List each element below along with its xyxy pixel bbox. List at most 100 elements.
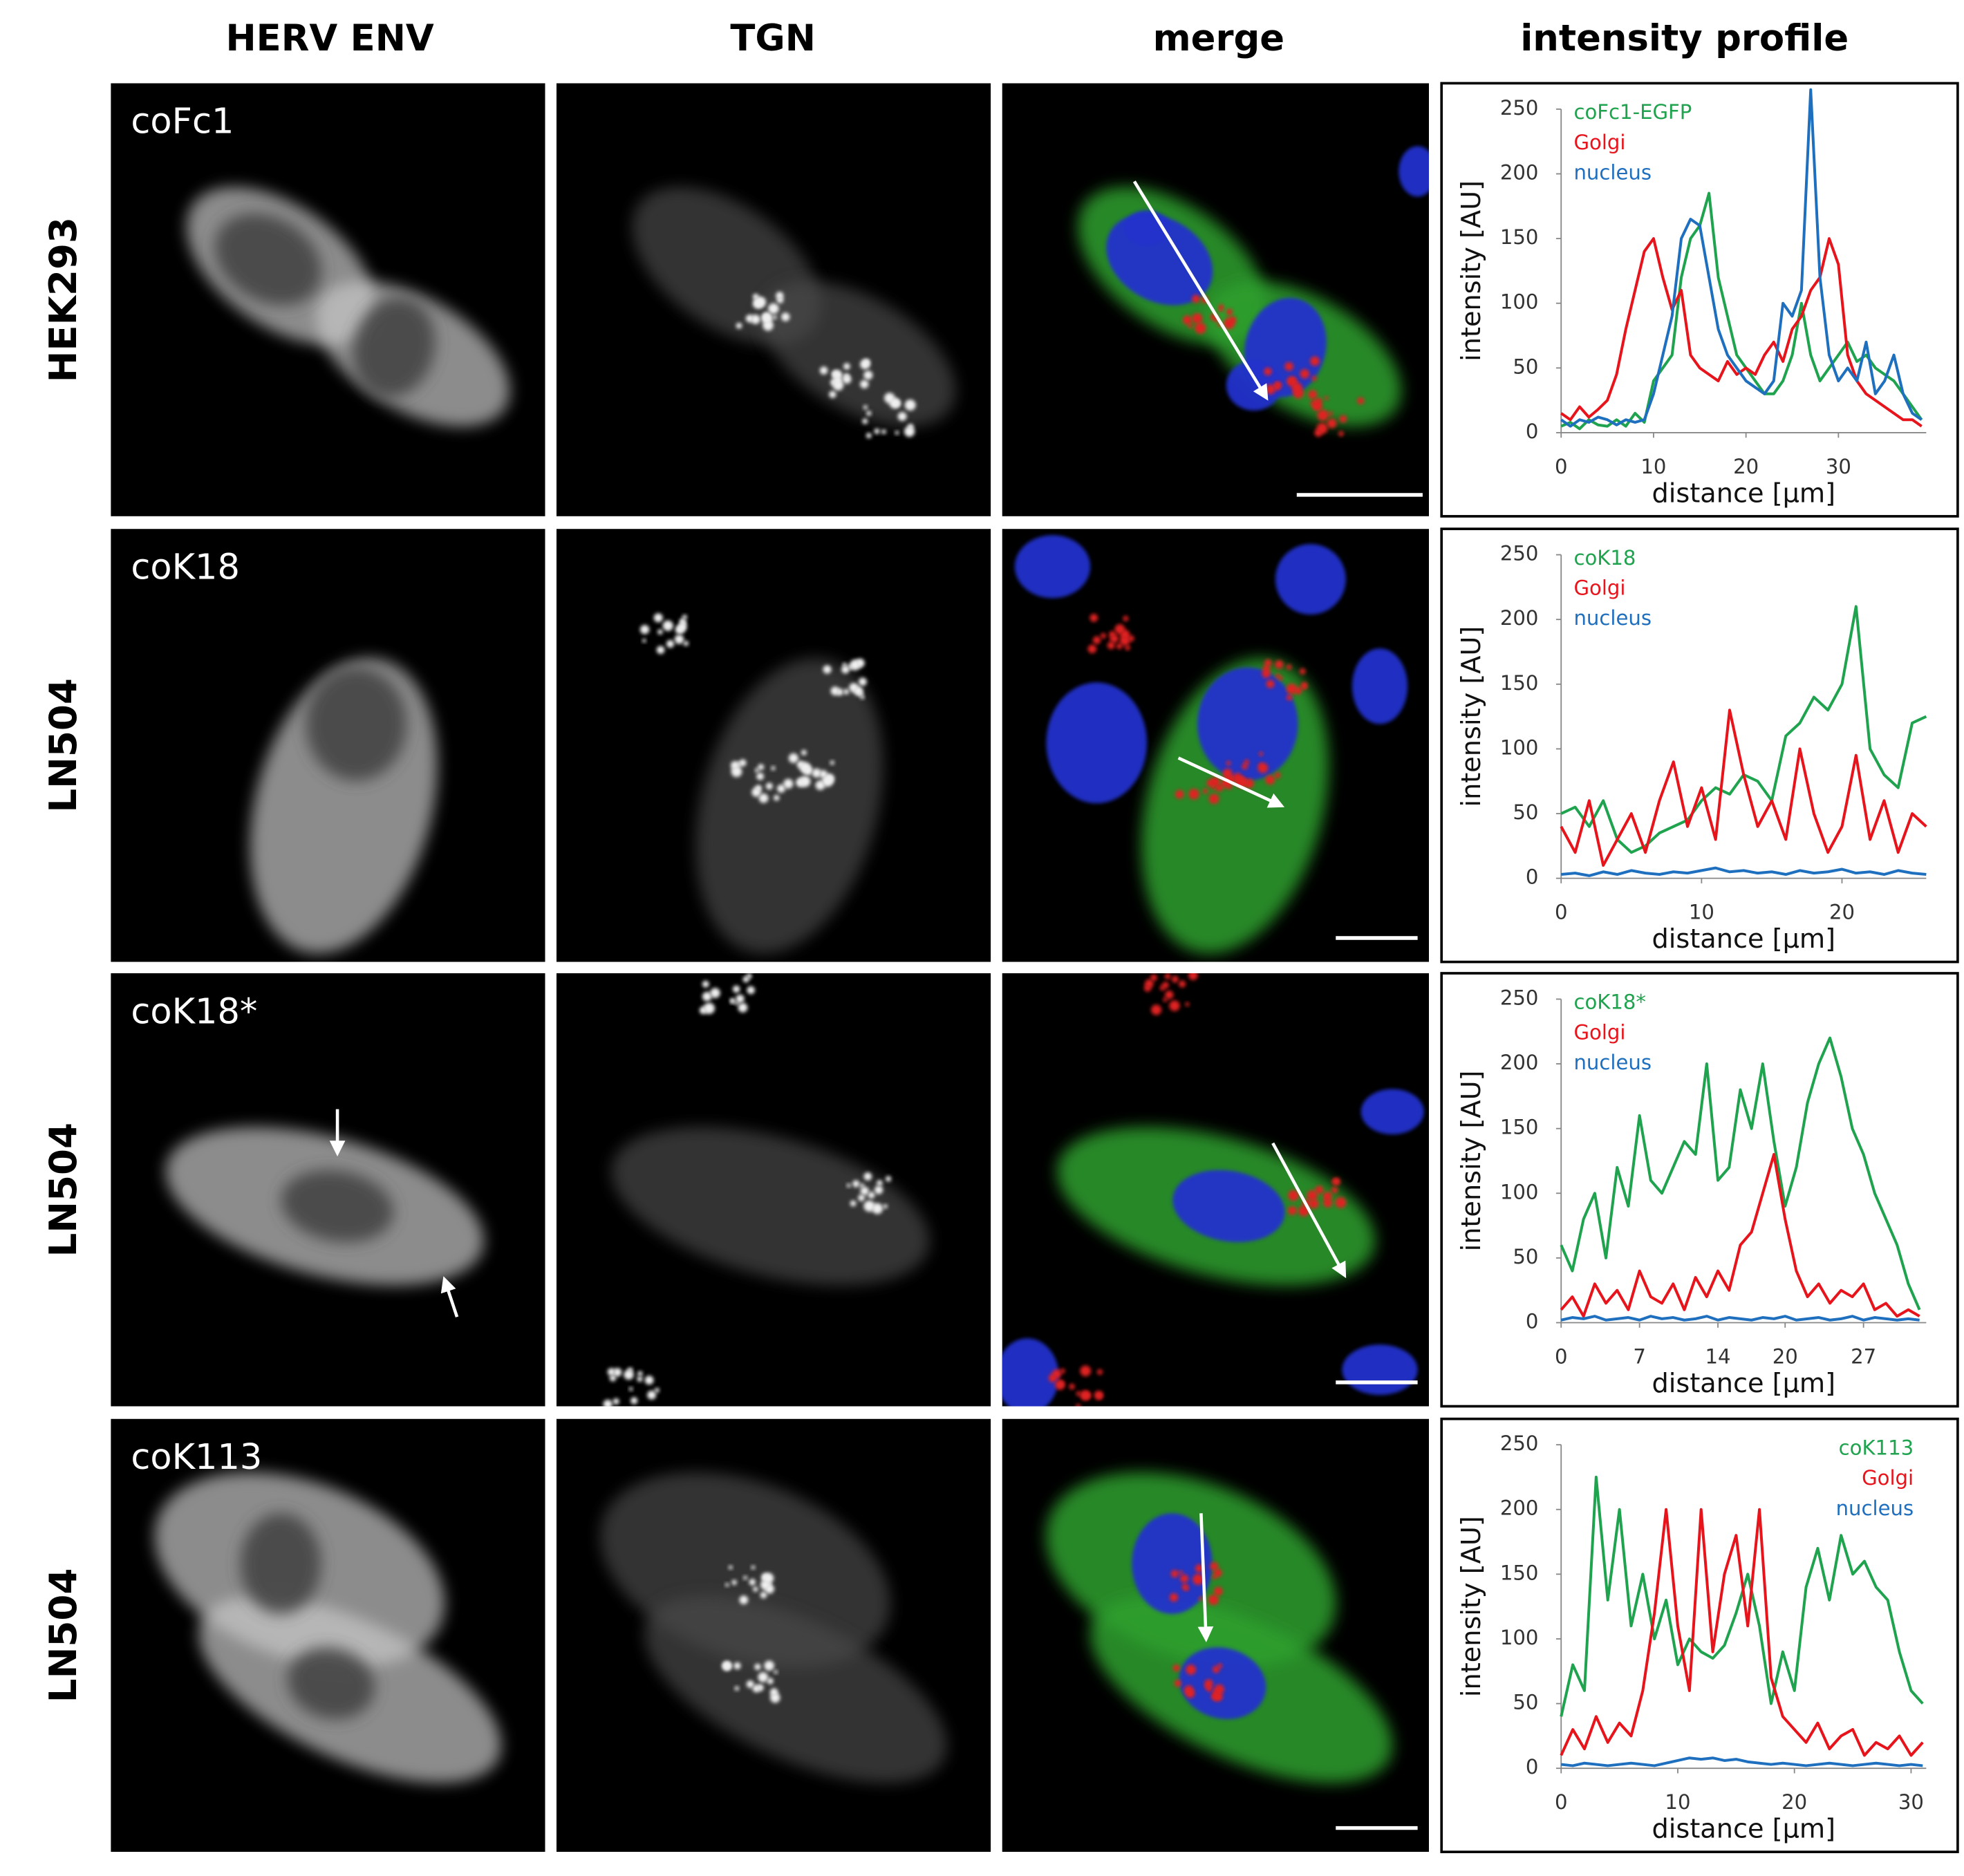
golgi-spot: [760, 1591, 767, 1599]
golgi-spot: [852, 1180, 860, 1188]
x-tick-label: 30: [1826, 455, 1851, 478]
nucleus: [214, 214, 321, 306]
chart-frame: [1440, 1417, 1959, 1853]
golgi-spot: [1096, 1369, 1103, 1375]
golgi-spot: [860, 695, 865, 700]
golgi-spot: [749, 1579, 756, 1586]
golgi-spot: [1069, 1383, 1075, 1390]
golgi-spot: [612, 1398, 619, 1405]
golgi-spot: [1226, 308, 1233, 316]
golgi-spot: [859, 1183, 865, 1188]
x-tick-label: 0: [1555, 1344, 1568, 1368]
y-tick-label: 200: [1500, 1497, 1539, 1520]
micrograph: [556, 973, 991, 1407]
legend-entry: coFc1-EGFP: [1573, 100, 1692, 124]
golgi-spot: [755, 785, 762, 792]
golgi-spot: [1274, 772, 1281, 778]
nucleus: [1014, 535, 1091, 599]
golgi-spot: [1323, 1198, 1333, 1208]
nucleus: [1275, 543, 1346, 615]
golgi-spot: [1309, 1199, 1319, 1209]
x-tick-label: 14: [1705, 1344, 1731, 1368]
golgi-spot: [877, 1180, 883, 1186]
golgi-spot: [897, 411, 907, 421]
golgi-spot: [799, 762, 811, 773]
golgi-spot: [1060, 1368, 1065, 1374]
legend-entry: Golgi: [1862, 1466, 1914, 1490]
x-tick-label: 20: [1781, 1790, 1807, 1814]
column-header: TGN: [730, 17, 816, 59]
micrograph: [111, 529, 545, 962]
x-tick-label: 10: [1640, 455, 1666, 478]
golgi-spot: [1307, 1190, 1318, 1201]
golgi-spot: [1092, 636, 1101, 644]
golgi-spot: [637, 1371, 643, 1376]
golgi-spot: [662, 620, 673, 631]
golgi-spot: [1186, 1664, 1197, 1675]
golgi-spot: [830, 760, 834, 765]
golgi-spot: [1286, 683, 1298, 695]
micrograph: [111, 973, 545, 1407]
legend-entry: nucleus: [1573, 606, 1652, 630]
golgi-spot: [746, 1680, 754, 1689]
golgi-spot: [863, 1172, 872, 1181]
golgi-spot: [743, 1575, 747, 1580]
golgi-spot: [1119, 635, 1130, 646]
y-tick-label: 200: [1500, 606, 1539, 630]
golgi-spot: [1338, 431, 1344, 437]
nucleus: [1352, 648, 1408, 724]
x-tick-label: 0: [1555, 455, 1568, 478]
golgi-spot: [774, 1670, 778, 1674]
y-tick-label: 200: [1500, 160, 1539, 184]
x-tick-label: 30: [1898, 1790, 1924, 1814]
cell: [644, 1596, 947, 1783]
x-tick-label: 27: [1851, 1344, 1876, 1368]
golgi-spot: [1174, 1680, 1181, 1687]
golgi-spot: [1264, 367, 1272, 376]
golgi-spot: [1107, 641, 1115, 650]
golgi-spot: [1213, 1568, 1222, 1577]
golgi-spot: [1188, 973, 1198, 980]
golgi-spot: [1159, 985, 1166, 991]
golgi-spot: [675, 625, 684, 635]
legend-entry: nucleus: [1573, 1051, 1652, 1074]
y-axis-label: intensity [AU]: [1457, 1516, 1487, 1697]
golgi-spot: [609, 1375, 617, 1382]
golgi-spot: [751, 1565, 756, 1570]
golgi-spot: [1300, 369, 1310, 379]
golgi-spot: [764, 1660, 774, 1671]
golgi-spot: [1335, 1197, 1347, 1208]
golgi-spot: [751, 315, 760, 324]
golgi-spot: [769, 1688, 778, 1696]
golgi-spot: [729, 997, 736, 1004]
y-tick-label: 0: [1526, 865, 1539, 889]
golgi-spot: [1266, 679, 1275, 688]
golgi-spot: [886, 1176, 892, 1182]
golgi-spot: [1097, 1393, 1103, 1398]
y-tick-label: 0: [1526, 1755, 1539, 1779]
series-line: [1560, 1315, 1920, 1322]
row-label: HEK293: [41, 217, 85, 382]
cell: [695, 658, 883, 954]
golgi-spot: [765, 1584, 775, 1594]
golgi-spot: [836, 688, 843, 696]
golgi-spot: [1171, 975, 1179, 983]
golgi-spot: [801, 749, 807, 756]
nucleus: [240, 1513, 321, 1614]
golgi-spot: [1192, 294, 1200, 303]
golgi-spot: [755, 297, 767, 308]
golgi-spot: [683, 641, 689, 646]
golgi-spot: [747, 986, 755, 995]
micrograph: [1002, 1418, 1430, 1852]
micrograph: [1002, 973, 1430, 1407]
golgi-spot: [1210, 1561, 1219, 1570]
golgi-spot: [1169, 1593, 1179, 1602]
golgi-spot: [1275, 660, 1284, 669]
y-tick-label: 150: [1500, 671, 1539, 695]
series-line: [1560, 237, 1923, 428]
golgi-spot: [1222, 769, 1233, 778]
golgi-spot: [1286, 664, 1292, 670]
golgi-spot: [736, 322, 742, 329]
golgi-spot: [1089, 613, 1098, 622]
